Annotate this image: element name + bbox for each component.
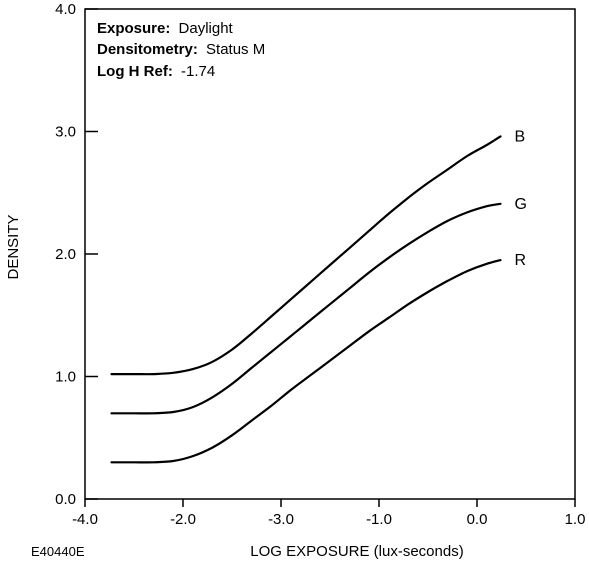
note-log-h-ref-key: Log H Ref: [97, 63, 173, 80]
figure-code: E40440E [31, 544, 85, 559]
curve-g [110, 202, 502, 415]
plot-border [84, 8, 576, 500]
series-label-g: G [515, 196, 527, 213]
note-log-h-ref: Log H Ref: -1.74 [97, 63, 215, 80]
x-axis-ticks: -4.0 -2.0 -3.0 -1.0 0.0 1.0 [72, 499, 585, 528]
x-tick-label: -3.0 [268, 511, 294, 528]
x-tick-label: -4.0 [72, 511, 98, 528]
note-exposure-key: Exposure: [97, 20, 170, 37]
y-tick-label: 4.0 [55, 1, 76, 18]
x-tick-label: -1.0 [366, 511, 392, 528]
curve-r [110, 259, 502, 464]
series-label-r: R [515, 252, 527, 269]
y-tick-label: 2.0 [55, 246, 76, 263]
exposure-notes: Exposure: Daylight Densitometry: Status … [97, 20, 265, 80]
x-tick-label: 1.0 [565, 511, 586, 528]
x-tick-label: -2.0 [170, 511, 196, 528]
y-axis-ticks: 0.0 1.0 2.0 3.0 4.0 [55, 1, 98, 508]
note-exposure-value: Daylight [179, 20, 234, 37]
curve-series: B G R [110, 128, 527, 464]
note-log-h-ref-value: -1.74 [181, 63, 215, 80]
note-densitometry-key: Densitometry: [97, 41, 198, 58]
y-tick-label: 3.0 [55, 124, 76, 141]
plot-frame [84, 8, 576, 500]
series-label-b: B [515, 128, 526, 145]
y-axis-title: DENSITY [5, 214, 22, 279]
x-axis-title: LOG EXPOSURE (lux-seconds) [250, 543, 463, 560]
y-tick-label: 1.0 [55, 369, 76, 386]
y-tick-label: 0.0 [55, 491, 76, 508]
note-densitometry-value: Status M [206, 41, 265, 58]
curve-b [110, 135, 502, 376]
x-tick-label: 0.0 [467, 511, 488, 528]
note-exposure: Exposure: Daylight [97, 20, 234, 37]
note-densitometry: Densitometry: Status M [97, 41, 265, 58]
